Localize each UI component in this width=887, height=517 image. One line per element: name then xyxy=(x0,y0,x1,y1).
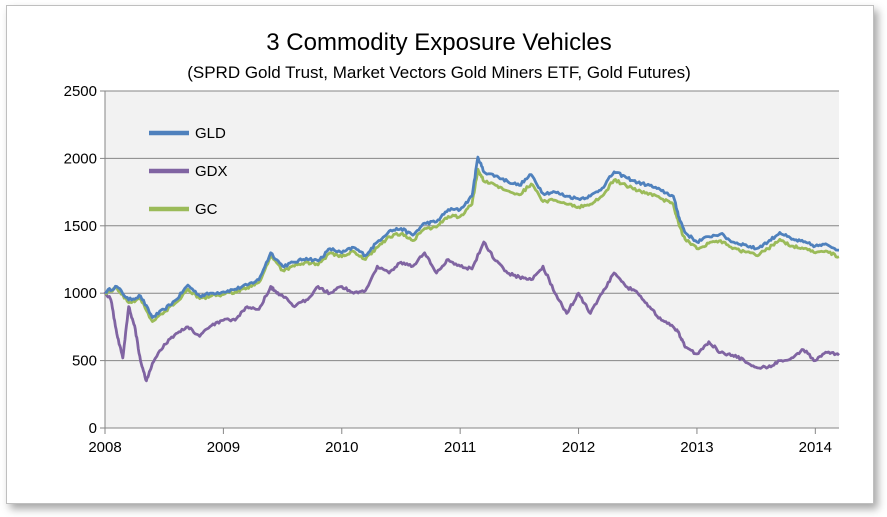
legend-label-gdx: GDX xyxy=(195,163,228,180)
x-tick-label: 2012 xyxy=(562,439,595,456)
y-tick-label: 1000 xyxy=(64,285,97,302)
x-tick-label: 2013 xyxy=(680,439,713,456)
y-tick-label: 500 xyxy=(72,353,97,370)
x-tick-label: 2014 xyxy=(799,439,832,456)
x-tick-label: 2011 xyxy=(444,439,476,456)
x-tick-label: 2008 xyxy=(88,439,121,456)
x-tick-label: 2010 xyxy=(325,439,358,456)
chart-frame: 0 500 1000 1500 2000 2500 2008 2009 2010 2011 201… xyxy=(6,5,874,504)
y-tick-label: 1500 xyxy=(64,218,97,235)
y-axis-tick-labels: 0 500 1000 1500 2000 2500 xyxy=(64,83,97,437)
x-tick-label: 2009 xyxy=(207,439,240,456)
legend: GLD GDX GC xyxy=(149,125,228,218)
x-axis-tick-labels: 2008 2009 2010 2011 2012 2013 2014 xyxy=(88,439,832,456)
y-tick-label: 2000 xyxy=(64,150,97,167)
axes xyxy=(100,90,839,434)
legend-label-gld: GLD xyxy=(195,125,226,142)
plot-area xyxy=(105,91,839,428)
chart-title: 3 Commodity Exposure Vehicles xyxy=(266,29,612,56)
y-tick-label: 0 xyxy=(89,420,97,437)
y-tick-label: 2500 xyxy=(64,83,97,100)
chart-subtitle: (SPRD Gold Trust, Market Vectors Gold Mi… xyxy=(187,63,691,82)
series-lines xyxy=(103,155,840,383)
legend-label-gc: GC xyxy=(195,201,218,218)
series-line-gld xyxy=(104,155,839,319)
series-line-gdx xyxy=(103,240,840,383)
line-chart: 0 500 1000 1500 2000 2500 2008 2009 2010 2011 201… xyxy=(64,29,840,456)
series-line-gc xyxy=(104,167,840,323)
